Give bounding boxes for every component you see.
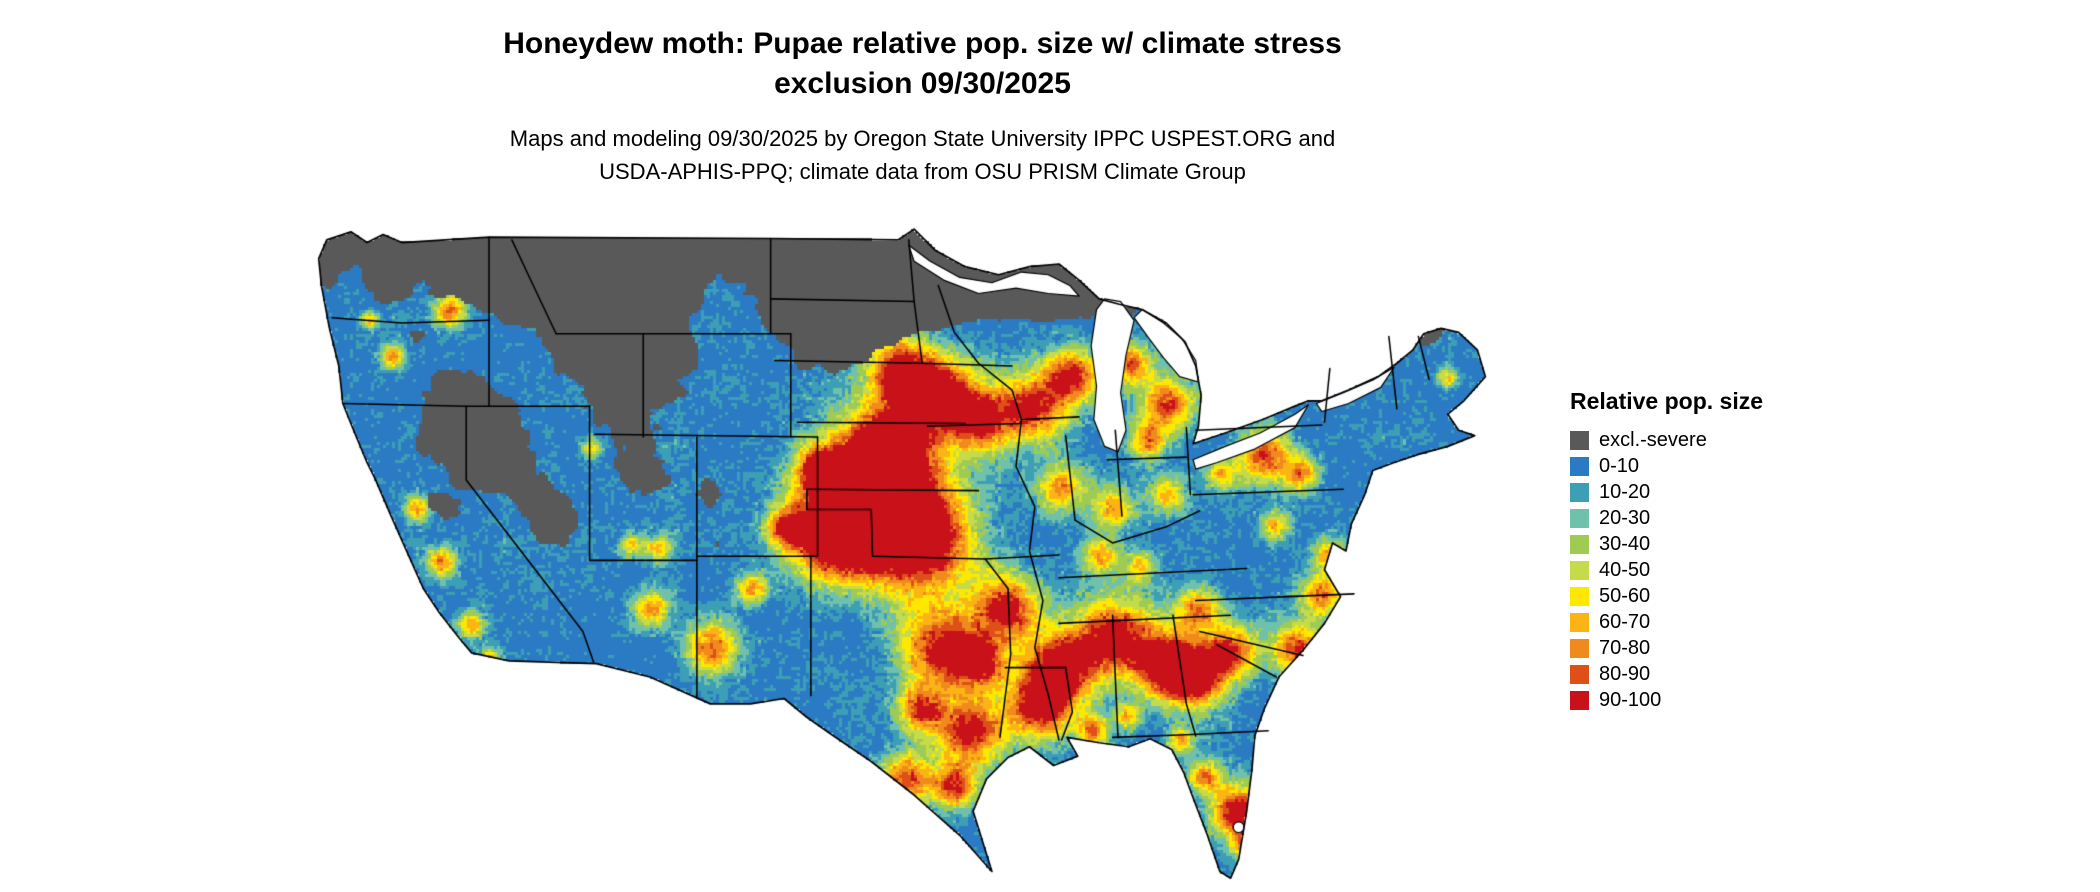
legend-swatch	[1570, 612, 1589, 632]
legend-item: 20-30	[1570, 505, 1763, 531]
legend-label: 50-60	[1599, 585, 1651, 607]
legend-item: 70-80	[1570, 635, 1763, 661]
map-title: Honeydew moth: Pupae relative pop. size …	[503, 27, 1342, 100]
legend-item: 50-60	[1570, 583, 1763, 609]
legend-item: 40-50	[1570, 557, 1763, 583]
legend-item: 90-100	[1570, 687, 1763, 713]
legend-swatch	[1570, 430, 1589, 450]
legend-item: 0-10	[1570, 453, 1763, 479]
legend-item: 60-70	[1570, 609, 1763, 635]
legend-swatch	[1570, 482, 1589, 502]
legend-label: excl.-severe	[1599, 429, 1707, 451]
legend-swatch	[1570, 586, 1589, 606]
legend-label: 40-50	[1599, 559, 1651, 581]
legend-swatch	[1570, 638, 1589, 658]
legend-swatch	[1570, 560, 1589, 580]
legend-swatch	[1570, 690, 1589, 710]
legend-label: 60-70	[1599, 611, 1651, 633]
legend-label: 90-100	[1599, 689, 1662, 711]
legend-swatch	[1570, 456, 1589, 476]
legend-label: 30-40	[1599, 533, 1651, 555]
map-subtitle: Maps and modeling 09/30/2025 by Oregon S…	[509, 126, 1336, 184]
legend-title: Relative pop. size	[1570, 388, 1764, 414]
us-map-figure	[308, 205, 1528, 882]
legend-label: 0-10	[1599, 455, 1640, 477]
legend-label: 10-20	[1599, 481, 1651, 503]
legend-item: 10-20	[1570, 479, 1763, 505]
legend-item: 80-90	[1570, 661, 1763, 687]
legend-label: 70-80	[1599, 637, 1651, 659]
legend-swatch	[1570, 664, 1589, 684]
legend: Relative pop. size excl.-severe 0-10 10-…	[1570, 388, 1763, 713]
legend-swatch	[1570, 534, 1589, 554]
legend-swatch	[1570, 508, 1589, 528]
legend-label: 20-30	[1599, 507, 1651, 529]
legend-item: excl.-severe	[1570, 427, 1763, 453]
legend-label: 80-90	[1599, 663, 1651, 685]
us-map-canvas	[308, 205, 1528, 882]
legend-item: 30-40	[1570, 531, 1763, 557]
